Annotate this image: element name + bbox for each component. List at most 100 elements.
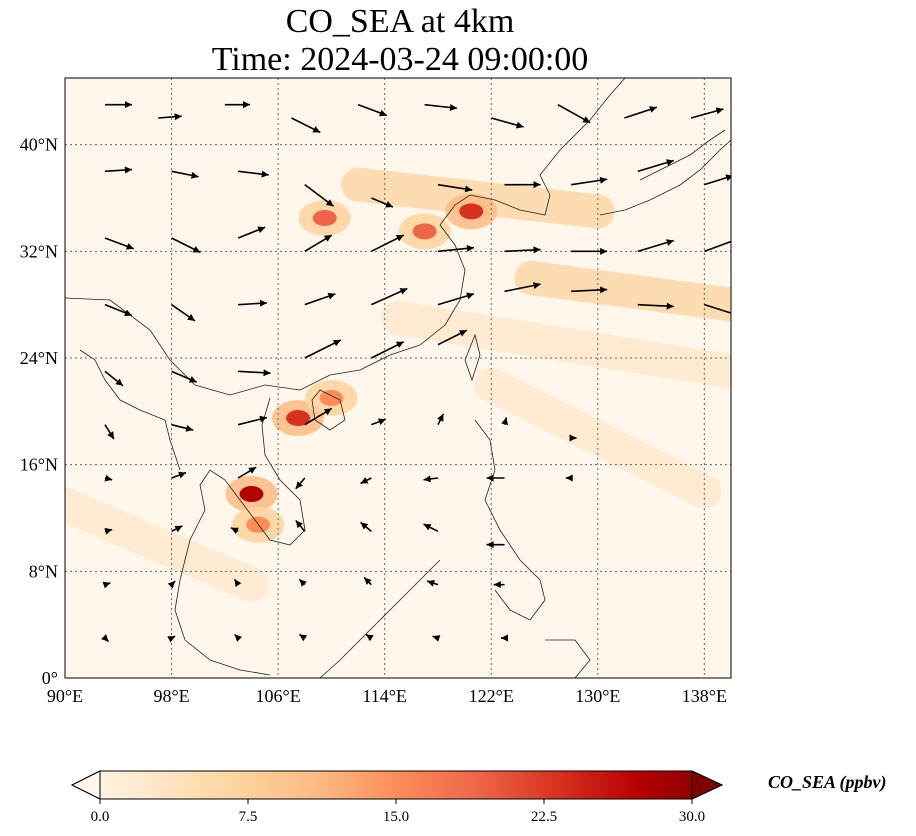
wind-arrow <box>104 303 133 317</box>
wind-arrow <box>360 477 372 485</box>
hotspot-core <box>412 223 437 240</box>
wind-arrow <box>304 407 333 426</box>
map-title: CO_SEA at 4km <box>285 3 515 40</box>
wind-arrow <box>504 246 541 254</box>
lat-tick-label: 24°N <box>20 348 58 368</box>
wind-arrow <box>424 103 458 111</box>
wind-arrow <box>224 101 251 109</box>
wind-arrow <box>171 237 201 254</box>
wind-arrow <box>357 103 388 117</box>
wind-arrow <box>104 474 113 482</box>
wind-arrow <box>437 413 445 426</box>
axis-tick-labels: 90°E 98°E 106°E 114°E 122°E 130°E 138°E 0° 8°N 16… <box>20 135 727 706</box>
wind-arrow <box>423 475 439 483</box>
wind-arrow <box>504 181 541 189</box>
wind-arrow <box>233 578 242 588</box>
wind-arrow <box>690 107 724 119</box>
wind-arrow <box>493 581 505 589</box>
wind-arrow <box>437 244 475 253</box>
colorbar-ticks: 0.0 7.5 15.0 22.5 30.0 <box>91 799 705 825</box>
wind-arrow <box>365 633 374 642</box>
wind-arrow <box>371 287 408 306</box>
lat-tick-label: 40°N <box>20 135 58 155</box>
wind-arrow <box>171 370 198 383</box>
lat-tick-label: 0° <box>42 668 58 688</box>
wind-arrow <box>426 579 439 587</box>
lat-tick-label: 16°N <box>20 455 58 475</box>
map-frame <box>64 77 732 679</box>
wind-arrow <box>101 634 110 643</box>
lon-tick-label: 138°E <box>682 686 727 706</box>
wind-arrow <box>504 282 541 293</box>
colorbar: 0.0 7.5 15.0 22.5 30.0 CO_SEA (ppbv) <box>70 770 887 825</box>
lon-tick-label: 90°E <box>47 686 83 706</box>
wind-arrow <box>230 527 239 534</box>
wind-arrow <box>104 101 132 109</box>
wind-arrow <box>363 576 372 586</box>
wind-arrow <box>171 170 199 179</box>
wind-arrow <box>371 234 405 253</box>
wind-arrow <box>167 580 176 589</box>
wind-arrow <box>167 635 176 643</box>
colorbar-extend-min <box>70 770 101 800</box>
lon-tick-label: 122°E <box>469 686 514 706</box>
wind-arrow <box>171 304 196 322</box>
map-background <box>65 78 731 678</box>
wind-arrow <box>104 166 133 174</box>
colorbar-tick-label: 15.0 <box>383 809 409 825</box>
wind-arrow <box>171 471 187 479</box>
wind-arrow <box>237 466 257 479</box>
wind-arrow <box>704 174 731 186</box>
co-concentration-field <box>65 167 731 602</box>
wind-arrow <box>501 417 509 426</box>
wind-arrow <box>304 234 333 253</box>
hotspot-core <box>239 486 264 502</box>
colorbar-tick-label: 22.5 <box>531 809 557 825</box>
wind-arrow <box>238 369 271 377</box>
wind-arrow <box>238 299 268 307</box>
lon-tick-label: 98°E <box>153 686 189 706</box>
wind-arrow <box>437 183 473 193</box>
wind-arrow <box>304 292 336 306</box>
lat-tick-label: 32°N <box>20 241 58 261</box>
wind-arrow <box>637 159 674 173</box>
lat-lon-gridlines <box>65 78 731 678</box>
wind-arrow <box>571 176 608 186</box>
wind-arrow <box>104 370 124 387</box>
hotspot-core <box>312 210 337 226</box>
wind-arrow <box>371 341 405 359</box>
hotspot-core <box>286 410 311 426</box>
wind-vector-layer <box>101 101 731 643</box>
plume-band <box>381 301 731 389</box>
colorbar-ramp <box>70 770 724 800</box>
colorbar-label: CO_SEA (ppbv) <box>768 772 887 793</box>
wind-arrow <box>360 521 372 532</box>
wind-arrow <box>571 247 608 255</box>
colorbar-extend-max <box>691 770 724 800</box>
wind-arrow <box>637 302 674 310</box>
lon-tick-label: 114°E <box>362 686 407 706</box>
wind-arrow <box>233 633 242 642</box>
wind-arrow <box>238 170 269 178</box>
wind-arrow <box>486 541 505 549</box>
wind-arrow <box>437 292 475 306</box>
wind-arrow <box>500 634 508 642</box>
lon-tick-label: 106°E <box>256 686 301 706</box>
coastlines <box>65 78 731 678</box>
wind-arrow <box>104 424 115 440</box>
colorbar-tick-label: 30.0 <box>679 809 705 825</box>
wind-arrow <box>298 578 307 587</box>
wind-arrow <box>237 226 266 239</box>
colorbar-tick-label: 0.0 <box>91 809 110 825</box>
wind-arrow <box>371 197 394 208</box>
wind-arrow <box>432 635 441 642</box>
map-subtitle-time: Time: 2024-03-24 09:00:00 <box>211 41 589 78</box>
wind-arrow <box>104 527 113 535</box>
wind-arrow <box>565 474 573 482</box>
wind-arrow <box>171 525 183 533</box>
wind-arrow <box>491 117 524 129</box>
wind-arrow <box>104 237 135 250</box>
wind-arrow <box>295 520 306 532</box>
wind-arrow <box>571 286 608 294</box>
